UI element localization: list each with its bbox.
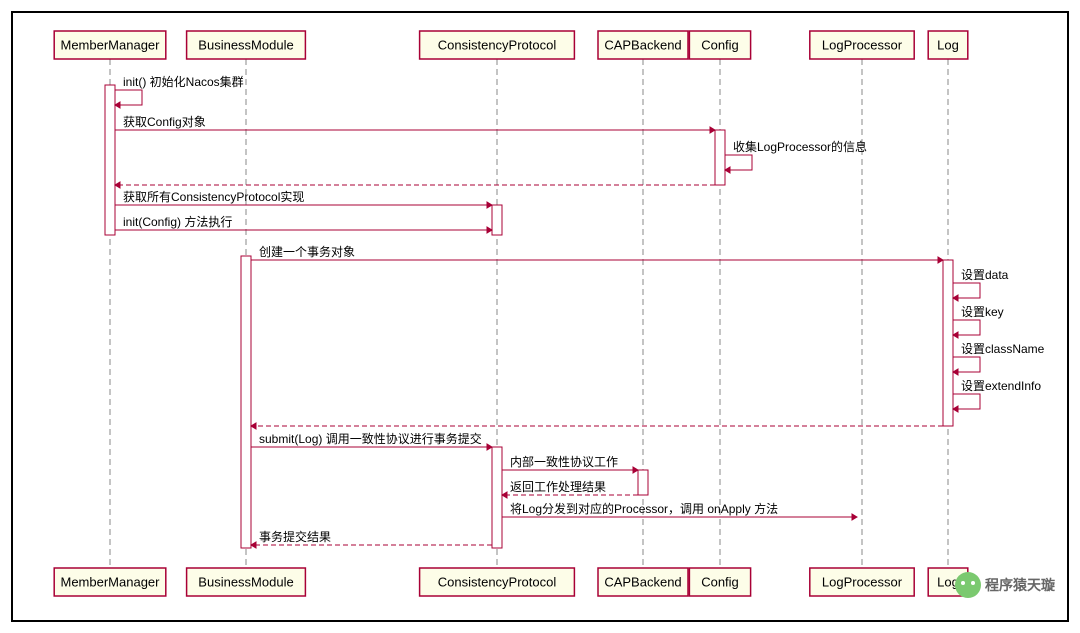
arrowhead: [725, 167, 730, 173]
activation-Config: [715, 130, 725, 185]
arrowhead: [251, 542, 256, 548]
arrowhead: [953, 406, 958, 412]
watermark-icon-eye: [971, 581, 975, 585]
sequence-diagram: MemberManager MemberManager BusinessModule…: [0, 0, 1080, 633]
participant-label: ConsistencyProtocol: [438, 37, 557, 52]
arrowhead: [487, 202, 492, 208]
participant-label: CAPBackend: [604, 37, 681, 52]
arrowhead: [487, 227, 492, 233]
activation-MemberManager: [105, 85, 115, 235]
message-label: 设置key: [961, 305, 1004, 319]
participant-label: Config: [701, 37, 739, 52]
participant-footer-label: BusinessModule: [198, 574, 293, 589]
activation-ConsistencyProtocol: [492, 205, 502, 235]
message-label: 事务提交结果: [259, 529, 331, 544]
diagram-frame: [12, 12, 1068, 621]
participant-label: LogProcessor: [822, 37, 903, 52]
arrowhead: [852, 514, 857, 520]
activation-BusinessModule: [241, 256, 251, 548]
message-label: 返回工作处理结果: [510, 480, 606, 494]
arrowhead: [710, 127, 715, 133]
participant-footer-label: LogProcessor: [822, 574, 903, 589]
watermark-icon-eye: [961, 581, 965, 585]
message-label: 内部一致性协议工作: [510, 454, 618, 469]
arrowhead: [487, 444, 492, 450]
participant-footer-label: Config: [701, 574, 739, 589]
watermark-text: 程序猿天璇: [985, 577, 1056, 593]
message-label: 获取Config对象: [123, 115, 206, 129]
activation-Log: [943, 260, 953, 426]
message-label: init() 初始化Nacos集群: [123, 74, 244, 89]
message-label: 获取所有ConsistencyProtocol实现: [123, 189, 304, 204]
arrowhead: [953, 332, 958, 338]
arrowhead: [633, 467, 638, 473]
message-label: init(Config) 方法执行: [123, 214, 232, 229]
message-label: 收集LogProcessor的信息: [733, 139, 867, 154]
message-label: 创建一个事务对象: [259, 244, 355, 259]
arrowhead: [115, 182, 120, 188]
message-label: 将Log分发到对应的Processor，调用 onApply 方法: [510, 501, 778, 516]
activation-ConsistencyProtocol: [492, 447, 502, 548]
watermark-icon: [955, 572, 981, 598]
arrowhead: [251, 423, 256, 429]
participant-footer-label: CAPBackend: [604, 574, 681, 589]
message-label: submit(Log) 调用一致性协议进行事务提交: [259, 431, 482, 446]
participant-footer-label: ConsistencyProtocol: [438, 574, 557, 589]
arrowhead: [938, 257, 943, 263]
participant-label: Log: [937, 37, 959, 52]
participant-label: MemberManager: [61, 37, 161, 52]
activation-CAPBackend: [638, 470, 648, 495]
arrowhead: [953, 369, 958, 375]
message-label: 设置extendInfo: [961, 379, 1041, 393]
arrowhead: [953, 295, 958, 301]
message-label: 设置data: [961, 268, 1009, 282]
participant-footer-label: MemberManager: [61, 574, 161, 589]
participant-label: BusinessModule: [198, 37, 293, 52]
message-label: 设置className: [961, 342, 1045, 356]
arrowhead: [115, 102, 120, 108]
arrowhead: [502, 492, 507, 498]
